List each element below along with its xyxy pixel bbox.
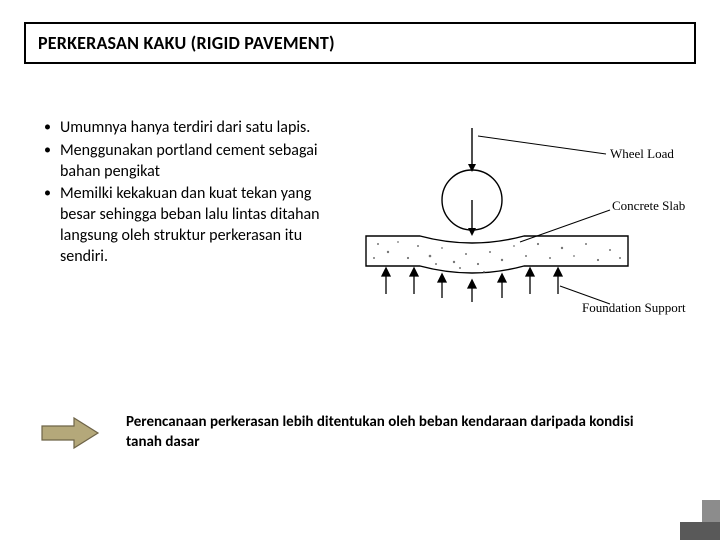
bullet-content: Umumnya hanya terdiri dari satu lapis. M… [40, 118, 340, 270]
arrow-shape [42, 418, 98, 448]
label-concrete-slab: Concrete Slab [612, 198, 685, 213]
pavement-diagram: Wheel Load Concrete Slab Foundation Supp… [360, 118, 700, 318]
footer-note: Perencanaan perkerasan lebih ditentukan … [126, 412, 646, 453]
list-item: Memilki kekakuan dan kuat tekan yang bes… [40, 184, 340, 267]
label-foundation-support: Foundation Support [582, 300, 686, 315]
list-item: Umumnya hanya terdiri dari satu lapis. [40, 118, 340, 139]
arrow-icon [40, 416, 100, 455]
list-item: Menggunakan portland cement sebagai baha… [40, 141, 340, 183]
bullet-list: Umumnya hanya terdiri dari satu lapis. M… [40, 118, 340, 268]
footer-row: Perencanaan perkerasan lebih ditentukan … [40, 412, 680, 455]
page-title: PERKERASAN KAKU (RIGID PAVEMENT) [24, 22, 696, 64]
label-wheel-load: Wheel Load [610, 146, 674, 161]
corner-accent-icon [680, 500, 720, 540]
